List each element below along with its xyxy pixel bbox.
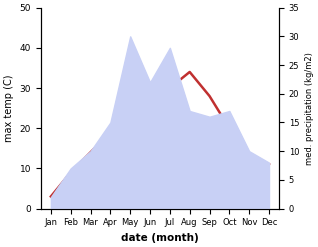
X-axis label: date (month): date (month): [121, 233, 199, 243]
Y-axis label: med. precipitation (kg/m2): med. precipitation (kg/m2): [305, 52, 314, 165]
Y-axis label: max temp (C): max temp (C): [4, 74, 14, 142]
